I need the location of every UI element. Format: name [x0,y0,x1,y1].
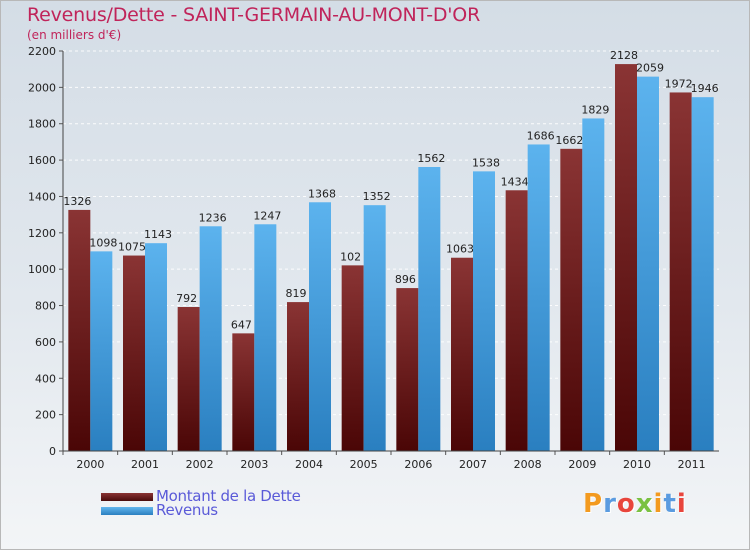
data-label-revenue: 1686 [527,129,555,142]
data-label-revenue: 1143 [144,228,172,241]
data-label-revenue: 1098 [89,236,117,249]
data-label-debt: 2128 [610,49,638,62]
data-label-debt: 1972 [665,77,693,90]
x-tick-label: 2000 [76,458,104,471]
x-tick-label: 2003 [240,458,268,471]
data-label-debt: 792 [176,292,197,305]
data-label-revenue: 1352 [363,190,391,203]
x-tick-label: 2005 [350,458,378,471]
x-tick-label: 2006 [404,458,432,471]
bar-revenue [363,205,386,451]
y-tick-label: 1600 [28,154,56,167]
y-tick-label: 1800 [28,118,56,131]
y-tick-label: 1200 [28,227,56,240]
bar-debt [68,209,91,451]
bar-revenue [254,224,277,451]
bar-revenue [527,144,550,452]
bar-revenue [637,76,659,452]
legend-swatch-debt [101,493,153,501]
x-tick-label: 2009 [568,458,596,471]
data-label-revenue: 1247 [253,209,281,222]
data-label-revenue: 1368 [308,187,336,200]
bar-revenue [691,97,714,451]
bar-revenue [90,251,113,451]
data-label-revenue: 1538 [472,156,500,169]
data-label-debt: 102 [340,250,361,263]
bar-debt [287,302,309,451]
bar-debt [669,92,692,452]
bar-debt [177,307,200,451]
x-tick-label: 2007 [459,458,487,471]
data-label-revenue: 1829 [581,103,609,116]
bar-debt [232,333,255,451]
x-tick-label: 2002 [186,458,214,471]
data-label-revenue: 2059 [636,62,664,75]
bar-debt [123,255,145,451]
y-tick-label: 0 [49,445,56,458]
bar-debt [341,265,364,451]
y-tick-label: 400 [35,372,56,385]
y-tick-label: 800 [35,300,56,313]
bar-revenue [418,167,441,451]
bar-debt [396,288,419,451]
y-tick-label: 1400 [28,190,56,203]
data-label-debt: 1075 [118,241,146,254]
y-tick-label: 1000 [28,263,56,276]
chart-subtitle: (en milliers d'€) [27,28,122,42]
x-tick-label: 2004 [295,458,323,471]
x-tick-label: 2011 [678,458,706,471]
bar-revenue [582,118,605,452]
data-label-debt: 1434 [501,175,529,188]
x-tick-label: 2001 [131,458,159,471]
data-label-revenue: 1562 [417,152,445,165]
y-tick-label: 2000 [28,81,56,94]
data-label-debt: 1662 [555,134,583,147]
data-label-debt: 819 [286,287,307,300]
legend-swatch-revenue [101,507,153,515]
y-tick-label: 2200 [28,45,56,58]
data-label-revenue: 1946 [691,82,719,95]
chart-title: Revenus/Dette - SAINT-GERMAIN-AU-MONT-D'… [27,4,481,26]
data-label-debt: 1326 [63,195,91,208]
bar-revenue [473,171,495,451]
y-tick-label: 200 [35,409,56,422]
proxiti-logo: Proxiti [583,489,687,519]
bar-debt [505,190,528,452]
bar-debt [615,64,637,451]
data-label-debt: 647 [231,318,252,331]
legend-label-revenue: Revenus [156,501,218,519]
bar-revenue [199,226,222,451]
data-label-revenue: 1236 [199,211,227,224]
bar-debt [560,148,583,451]
bar-revenue [145,243,167,451]
x-tick-label: 2010 [623,458,651,471]
data-label-debt: 1063 [446,243,474,256]
y-tick-label: 600 [35,336,56,349]
bar-debt [451,257,473,451]
legend-label-debt: Montant de la Dette [156,487,301,505]
x-tick-label: 2008 [514,458,542,471]
bar-revenue [309,202,331,451]
data-label-debt: 896 [395,273,416,286]
